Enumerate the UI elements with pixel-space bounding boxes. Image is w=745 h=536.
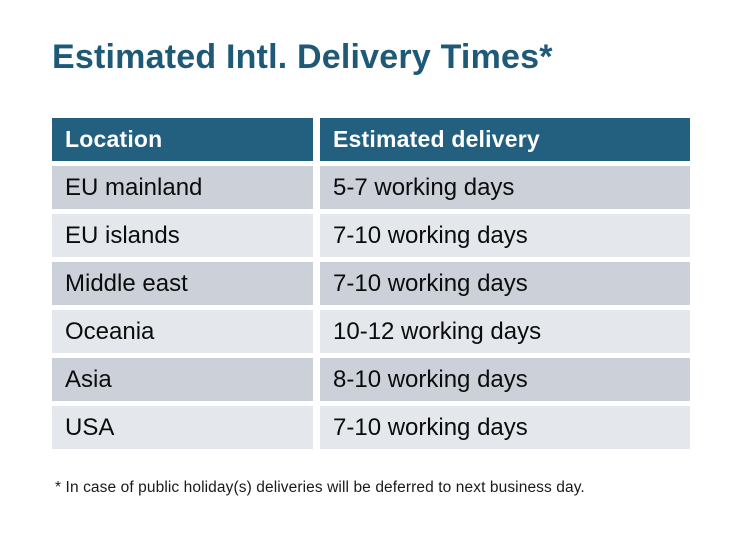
location-cell: Middle east: [52, 262, 313, 305]
delivery-table: Location Estimated delivery EU mainland …: [52, 118, 690, 449]
table-row: EU islands 7-10 working days: [52, 214, 690, 257]
table-row: USA 7-10 working days: [52, 406, 690, 449]
location-cell: EU mainland: [52, 166, 313, 209]
delivery-cell: 5-7 working days: [320, 166, 690, 209]
delivery-cell: 7-10 working days: [320, 214, 690, 257]
column-header-estimated-delivery: Estimated delivery: [320, 118, 690, 161]
delivery-cell: 7-10 working days: [320, 406, 690, 449]
location-cell: Asia: [52, 358, 313, 401]
delivery-cell: 7-10 working days: [320, 262, 690, 305]
column-header-location: Location: [52, 118, 313, 161]
delivery-cell: 8-10 working days: [320, 358, 690, 401]
table-row: Asia 8-10 working days: [52, 358, 690, 401]
footnote: * In case of public holiday(s) deliverie…: [55, 479, 585, 496]
page-title: Estimated Intl. Delivery Times*: [52, 38, 553, 76]
table-row: EU mainland 5-7 working days: [52, 166, 690, 209]
delivery-cell: 10-12 working days: [320, 310, 690, 353]
table-header-row: Location Estimated delivery: [52, 118, 690, 161]
location-cell: Oceania: [52, 310, 313, 353]
location-cell: USA: [52, 406, 313, 449]
table-row: Oceania 10-12 working days: [52, 310, 690, 353]
location-cell: EU islands: [52, 214, 313, 257]
table-row: Middle east 7-10 working days: [52, 262, 690, 305]
